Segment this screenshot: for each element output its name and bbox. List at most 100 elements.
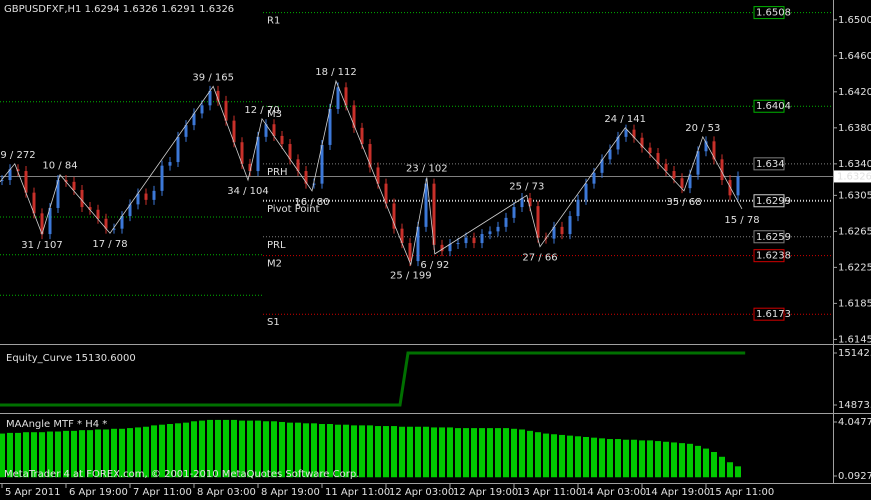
histogram-bar — [527, 430, 533, 478]
histogram-bar — [207, 419, 213, 478]
pivot-level-value: 1.6238 — [756, 251, 791, 262]
candle — [448, 243, 452, 252]
histogram-bar — [23, 432, 29, 478]
candle — [288, 144, 292, 160]
zigzag-label: 18 / 112 — [315, 67, 357, 78]
histogram-bar — [535, 432, 541, 478]
histogram-bar — [119, 428, 125, 478]
bid-tag — [834, 170, 871, 183]
candle — [56, 180, 60, 208]
histogram-bar — [455, 428, 461, 478]
histogram-bar — [79, 430, 85, 478]
histogram-bar — [87, 430, 93, 478]
histogram-bar — [671, 442, 677, 478]
y-tick-label: 14873.87 — [838, 400, 871, 411]
pivot-level-box — [753, 194, 785, 208]
candle — [664, 163, 668, 172]
histogram-bar — [687, 443, 693, 478]
histogram-bar — [631, 439, 637, 478]
zigzag-label: 27 / 66 — [522, 253, 557, 264]
candle — [392, 203, 396, 229]
candle — [672, 171, 676, 179]
candle — [192, 113, 196, 126]
candle — [64, 180, 68, 182]
zigzag-label: 23 / 102 — [406, 163, 448, 174]
histogram-bar — [623, 439, 629, 478]
candle — [320, 144, 324, 184]
histogram-bar — [279, 421, 285, 478]
candle — [16, 169, 20, 172]
zigzag-label: 35 / 68 — [666, 197, 701, 208]
candle — [624, 129, 628, 137]
zigzag-label: 34 / 104 — [227, 186, 269, 197]
histogram-bar — [383, 426, 389, 478]
candle — [464, 237, 468, 244]
candle — [528, 198, 532, 207]
histogram-bar — [519, 429, 525, 478]
symbol: GBPUSDFXF,H1 — [4, 4, 81, 15]
histogram-bar — [7, 432, 13, 478]
candle — [504, 217, 508, 227]
histogram-bar — [727, 462, 733, 478]
candle — [576, 199, 580, 217]
histogram-bar — [319, 424, 325, 478]
histogram-bar — [471, 428, 477, 478]
pivot-level-name: PRH — [267, 167, 288, 178]
pivot-level-value: 1.6508 — [756, 8, 791, 19]
candle — [656, 153, 660, 164]
pivot-level-name: S1 — [267, 317, 280, 328]
zigzag-label: 25 / 73 — [509, 181, 544, 192]
ma-angle-title: MAAngle MTF * H4 * — [6, 419, 107, 430]
candle — [552, 226, 556, 239]
zigzag-label: 24 / 141 — [604, 114, 646, 125]
y-tick-label: 1.6460 — [838, 51, 871, 62]
histogram-bar — [463, 428, 469, 478]
histogram-bar — [111, 428, 117, 478]
candle — [704, 141, 708, 152]
histogram-bar — [599, 438, 605, 478]
histogram-bar — [479, 428, 485, 478]
pivot-level-box — [753, 99, 785, 113]
histogram-bar — [127, 428, 133, 478]
candle — [712, 141, 716, 160]
candle — [408, 243, 412, 262]
candle — [584, 183, 588, 200]
candle — [600, 159, 604, 173]
histogram-bar — [103, 429, 109, 478]
histogram-bar — [31, 432, 37, 478]
histogram-bar — [295, 422, 301, 478]
candle — [208, 90, 212, 106]
histogram-bar — [583, 436, 589, 478]
low: 1.6291 — [161, 4, 196, 15]
candle — [728, 180, 732, 196]
candle — [32, 192, 36, 214]
equity-line — [0, 351, 746, 407]
candle — [280, 135, 284, 145]
histogram-bar — [551, 434, 557, 478]
candle — [520, 198, 524, 208]
histogram-bar — [47, 431, 53, 478]
histogram-bar — [327, 424, 333, 478]
zigzag-label: 25 / 199 — [390, 271, 432, 282]
candle — [368, 144, 372, 168]
candle — [456, 243, 460, 245]
histogram-bar — [183, 422, 189, 478]
candle — [312, 183, 316, 185]
chart-header: GBPUSDFXF,H1 1.6294 1.6326 1.6291 1.6326 — [4, 4, 234, 15]
candle — [648, 147, 652, 154]
histogram-bar — [335, 424, 341, 478]
candle — [216, 90, 220, 101]
candle — [560, 226, 564, 235]
candle — [0, 180, 4, 182]
candle — [8, 169, 12, 181]
candle — [144, 193, 148, 200]
histogram-bar — [663, 441, 669, 478]
x-tick-label: 15 Apr 11:00 — [709, 487, 774, 498]
histogram-bar — [343, 424, 349, 478]
histogram-bar — [255, 420, 261, 478]
histogram-bar — [199, 420, 205, 478]
candle — [376, 167, 380, 184]
candle — [328, 108, 332, 145]
y-tick-label: 1.6225 — [838, 262, 871, 273]
histogram-bar — [175, 423, 181, 478]
